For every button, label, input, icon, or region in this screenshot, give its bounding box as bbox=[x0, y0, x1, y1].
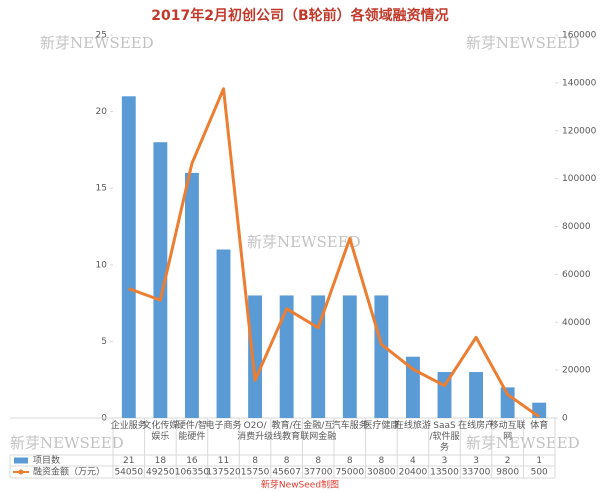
legend-label: 项目数 bbox=[33, 454, 60, 466]
y2-tick-label: 140000 bbox=[562, 78, 597, 88]
table-value: 1 bbox=[536, 456, 542, 466]
table-value: 11 bbox=[218, 456, 229, 466]
x-tick-label: 汽车服务 bbox=[332, 419, 368, 431]
bar bbox=[121, 96, 136, 418]
table-value: 16 bbox=[186, 456, 198, 466]
legend-swatch bbox=[18, 469, 24, 475]
x-tick-label: 在线房产 bbox=[458, 419, 494, 431]
watermark: 新芽NEWSEED bbox=[247, 233, 361, 251]
table-value: 2 bbox=[505, 456, 511, 466]
table-value: 13500 bbox=[430, 468, 459, 478]
watermark: 新芽NEWSEED bbox=[466, 34, 580, 52]
bar bbox=[216, 249, 231, 418]
x-tick-label: 企业服务 bbox=[111, 419, 147, 431]
x-tick-label: 医疗健康 bbox=[363, 419, 399, 431]
watermark: 新芽NEWSEED bbox=[40, 34, 154, 52]
x-tick-label: 在线旅游 bbox=[395, 419, 431, 431]
legend-label: 融资金额（万元） bbox=[33, 466, 105, 478]
y2-tick-label: 40000 bbox=[562, 318, 591, 328]
x-tick-label: O2O/消费升级 bbox=[237, 421, 273, 442]
x-tick-label: 硬件/智能硬件 bbox=[177, 419, 207, 442]
bar bbox=[184, 172, 199, 418]
x-tick-label: 文化传媒娱乐 bbox=[142, 419, 178, 442]
table-value: 3 bbox=[442, 456, 448, 466]
y-tick-label: 15 bbox=[96, 184, 107, 194]
watermark: 新芽NEWSEED bbox=[10, 434, 124, 452]
y-tick-label: 20 bbox=[96, 107, 108, 117]
y2-tick-label: 60000 bbox=[562, 270, 591, 280]
table-value: 75000 bbox=[335, 468, 364, 478]
x-tick-label: 金融/互联网金融 bbox=[300, 419, 336, 442]
table-value: 15750 bbox=[241, 468, 270, 478]
bar bbox=[279, 295, 294, 418]
y2-tick-label: 20000 bbox=[562, 366, 591, 376]
bar bbox=[153, 142, 168, 419]
bar bbox=[374, 295, 389, 418]
table-value: 4 bbox=[410, 456, 416, 466]
y2-tick-label: 120000 bbox=[562, 126, 597, 136]
table-value: 9800 bbox=[496, 468, 519, 478]
x-tick-label: SaaS/软件服务 bbox=[429, 421, 459, 453]
chart-title: 2017年2月初创公司（B轮前）各领域融资情况 bbox=[151, 7, 448, 24]
table-value: 49250 bbox=[146, 468, 175, 478]
legend-swatch bbox=[14, 457, 28, 464]
table-value: 30800 bbox=[367, 468, 396, 478]
bar bbox=[342, 295, 357, 418]
table-value: 8 bbox=[347, 456, 353, 466]
table-value: 8 bbox=[315, 456, 321, 466]
y-tick-label: 5 bbox=[101, 337, 107, 347]
table-value: 8 bbox=[284, 456, 290, 466]
x-tick-label: 教育/在线教育 bbox=[272, 419, 302, 442]
table-value: 54050 bbox=[114, 468, 143, 478]
table-value: 500 bbox=[531, 468, 548, 478]
table-value: 21 bbox=[123, 456, 134, 466]
y2-tick-label: 80000 bbox=[562, 222, 591, 232]
bar bbox=[500, 387, 515, 418]
x-tick-label: 移动互联网 bbox=[490, 419, 526, 442]
table-value: 45607 bbox=[272, 468, 301, 478]
footer: 新芽NewSeed制图 bbox=[261, 479, 339, 491]
table-value: 8 bbox=[252, 456, 258, 466]
table-value: 18 bbox=[155, 456, 167, 466]
table-value: 20400 bbox=[399, 468, 428, 478]
table-value: 3 bbox=[473, 456, 479, 466]
y-tick-label: 10 bbox=[96, 260, 108, 270]
y-tick-label: 25 bbox=[96, 31, 107, 41]
watermark: 新芽NEWSEED bbox=[466, 434, 580, 452]
bar bbox=[248, 295, 263, 418]
bar bbox=[469, 372, 484, 418]
table-value: 106350 bbox=[175, 468, 210, 478]
table-value: 137520 bbox=[206, 468, 241, 478]
y2-tick-label: 100000 bbox=[562, 174, 597, 184]
x-tick-label: 体育 bbox=[530, 419, 548, 431]
x-tick-label: 电子商务 bbox=[205, 419, 241, 431]
y2-tick-label: 0 bbox=[562, 414, 568, 424]
table-value: 8 bbox=[378, 456, 384, 466]
line bbox=[128, 87, 541, 419]
table-value: 37700 bbox=[304, 468, 333, 478]
y2-tick-label: 160000 bbox=[562, 31, 597, 41]
table-value: 33700 bbox=[462, 468, 491, 478]
